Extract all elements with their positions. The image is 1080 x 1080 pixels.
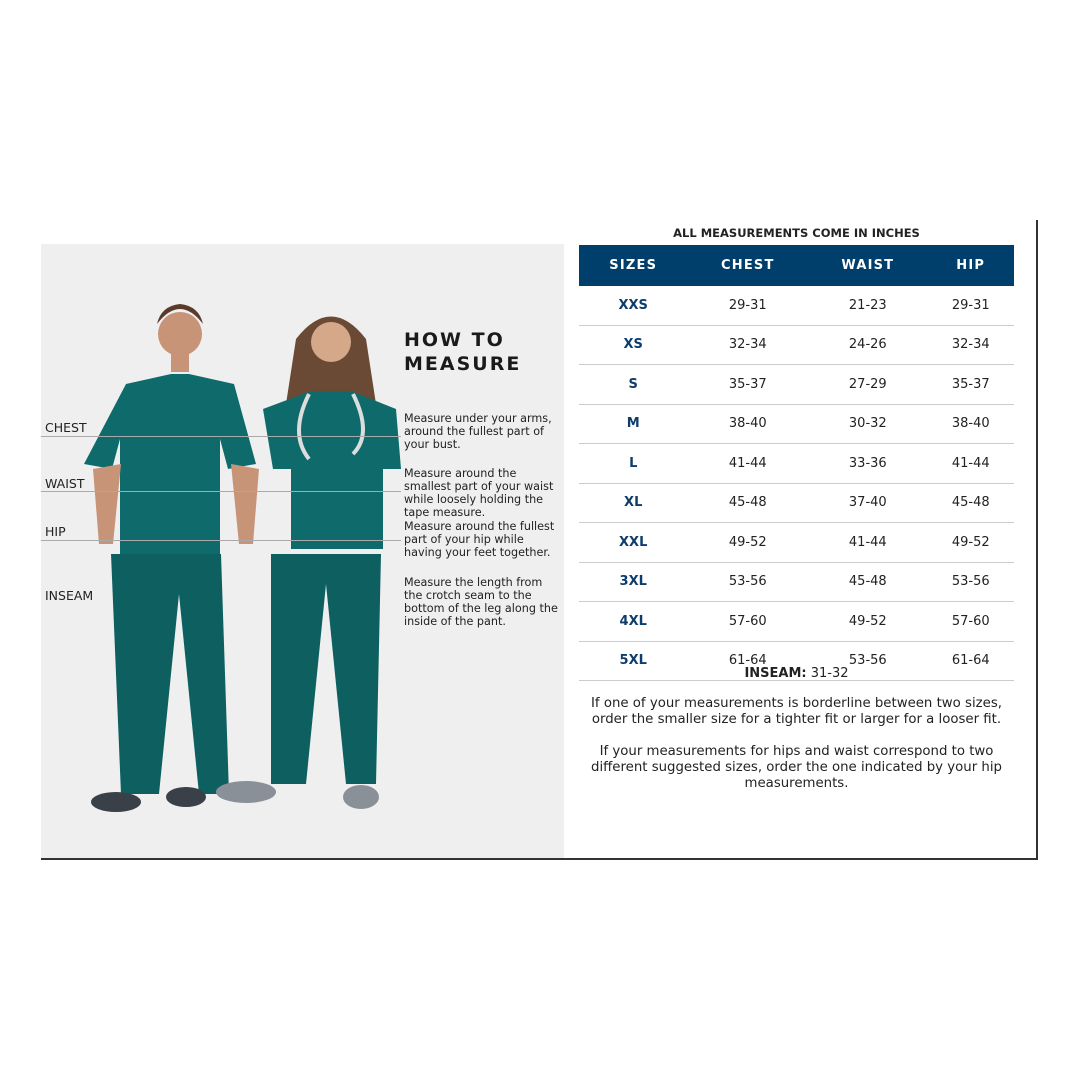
measurement-cell: 33-36 (808, 443, 928, 484)
inseam-info: INSEAM: 31-32 (579, 666, 1014, 681)
inseam-label-text: INSEAM: (744, 666, 807, 681)
size-cell: XL (579, 483, 688, 523)
divider (41, 858, 1038, 860)
measurement-cell: 57-60 (927, 601, 1014, 642)
measurement-cell: 41-44 (808, 522, 928, 563)
hip-description: Measure around the fullest part of your … (404, 520, 555, 559)
waist-description: Measure around the smallest part of your… (404, 467, 554, 519)
measurement-cell: 21-23 (808, 286, 928, 326)
measurement-cell: 53-56 (808, 641, 928, 681)
waist-label: WAIST (45, 476, 85, 491)
measurement-cell: 45-48 (927, 483, 1014, 523)
measurement-cell: 30-32 (808, 404, 928, 444)
table-row: S 35-37 27-29 35-37 (579, 364, 1014, 405)
table-row: XS 32-34 24-26 32-34 (579, 325, 1014, 365)
measurement-cell: 49-52 (808, 601, 928, 642)
column-header: SIZES (579, 245, 688, 286)
measurement-cell: 53-56 (687, 562, 809, 602)
size-cell: 4XL (579, 601, 688, 642)
hip-line (41, 540, 401, 541)
measurement-cell: 49-52 (927, 522, 1014, 563)
table-row: 5XL 61-64 53-56 61-64 (579, 641, 1014, 681)
measurement-cell: 61-64 (927, 641, 1014, 681)
measurement-cell: 35-37 (927, 364, 1014, 405)
size-chart-table: SIZES CHEST WAIST HIP XXS 29-31 21-23 29-31 XS 3… (579, 245, 1014, 681)
inseam-description: Measure the length from the crotch seam … (404, 576, 558, 628)
size-cell: S (579, 364, 688, 405)
table-row: XXL 49-52 41-44 49-52 (579, 522, 1014, 563)
inseam-label: INSEAM (45, 588, 94, 603)
chest-description: Measure under your arms, around the full… (404, 412, 552, 451)
measurement-cell: 38-40 (687, 404, 809, 444)
chest-label: CHEST (45, 420, 87, 435)
size-cell: M (579, 404, 688, 444)
measurement-cell: 53-56 (927, 562, 1014, 602)
heading-line-1: HOW TO (404, 329, 505, 351)
size-cell: 5XL (579, 641, 688, 681)
size-cell: L (579, 443, 688, 484)
table-row: L 41-44 33-36 41-44 (579, 443, 1014, 484)
models-photo (84, 304, 401, 812)
table-row: XXS 29-31 21-23 29-31 (579, 286, 1014, 326)
table-row: XL 45-48 37-40 45-48 (579, 483, 1014, 523)
column-header: CHEST (687, 245, 809, 286)
column-header: HIP (927, 245, 1014, 286)
hip-waist-note: If your measurements for hips and waist … (591, 744, 1002, 791)
measurement-cell: 27-29 (808, 364, 928, 405)
chest-line (41, 436, 401, 437)
waist-line (41, 491, 401, 492)
table-row: M 38-40 30-32 38-40 (579, 404, 1014, 444)
measurement-cell: 41-44 (927, 443, 1014, 484)
measurement-cell: 61-64 (687, 641, 809, 681)
male-model (84, 304, 259, 812)
size-cell: XS (579, 325, 688, 365)
measurement-cell: 32-34 (687, 325, 809, 365)
size-cell: 3XL (579, 562, 688, 602)
measurement-cell: 29-31 (927, 286, 1014, 326)
measurement-cell: 45-48 (687, 483, 809, 523)
measurement-cell: 38-40 (927, 404, 1014, 444)
size-cell: XXL (579, 522, 688, 563)
how-to-measure-heading: HOW TO MEASURE (404, 328, 521, 376)
measurement-cell: 41-44 (687, 443, 809, 484)
measurement-cell: 45-48 (808, 562, 928, 602)
measurement-cell: 57-60 (687, 601, 809, 642)
divider (1036, 220, 1038, 860)
female-model (216, 316, 401, 809)
borderline-note: If one of your measurements is borderlin… (591, 696, 1002, 727)
column-header: WAIST (808, 245, 928, 286)
measurement-cell: 24-26 (808, 325, 928, 365)
table-header: SIZES CHEST WAIST HIP (579, 245, 1014, 286)
hip-label: HIP (45, 524, 66, 539)
table-row: 4XL 57-60 49-52 57-60 (579, 601, 1014, 642)
measurement-cell: 32-34 (927, 325, 1014, 365)
measurement-cell: 49-52 (687, 522, 809, 563)
inseam-value: 31-32 (810, 666, 849, 681)
measurement-cell: 37-40 (808, 483, 928, 523)
size-cell: XXS (579, 286, 688, 326)
measurement-cell: 29-31 (687, 286, 809, 326)
measurement-cell: 35-37 (687, 364, 809, 405)
units-caption: ALL MEASUREMENTS COME IN INCHES (673, 226, 920, 240)
table-row: 3XL 53-56 45-48 53-56 (579, 562, 1014, 602)
heading-line-2: MEASURE (404, 353, 522, 375)
